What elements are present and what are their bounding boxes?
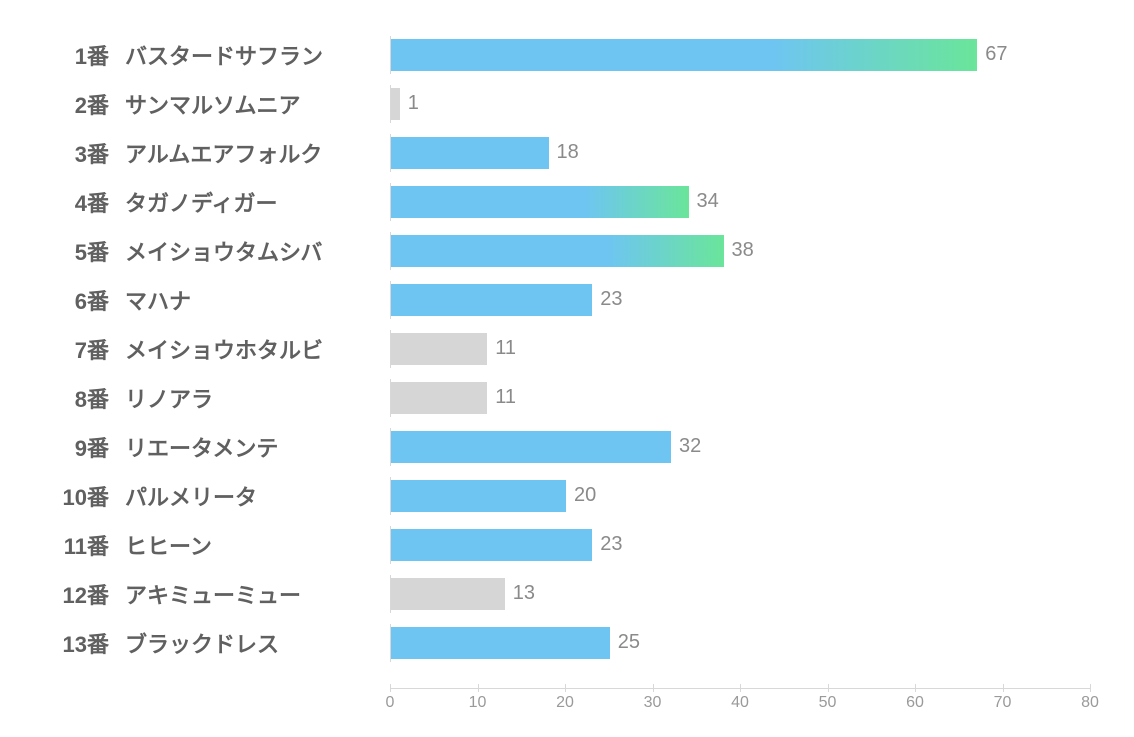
x-axis-tick (565, 684, 566, 692)
bar-track: 34 (390, 183, 1090, 221)
bar-fill (391, 186, 689, 218)
x-axis-tick-label: 60 (906, 694, 924, 712)
bar-fill (391, 235, 724, 267)
bar-row: 1番バスタードサフラン 67 (30, 30, 1104, 79)
row-number-label: 11番 (30, 529, 115, 561)
x-axis-tick (390, 684, 391, 692)
bar-value-label: 11 (495, 386, 516, 409)
bar-track: 23 (390, 526, 1090, 564)
x-axis-tick-label: 10 (469, 694, 487, 712)
x-axis-tick-label: 30 (644, 694, 662, 712)
bar-value-label: 13 (513, 582, 535, 605)
row-name-label: ヒヒーン (115, 529, 390, 561)
x-axis-tick-label: 20 (556, 694, 574, 712)
x-axis-tick (915, 684, 916, 692)
bar-fill (391, 137, 549, 169)
row-number-label: 8番 (30, 382, 115, 414)
bar-row: 4番タガノディガー 34 (30, 177, 1104, 226)
row-number-label: 13番 (30, 627, 115, 659)
x-axis-tick (1090, 684, 1091, 692)
bar-value-label: 34 (697, 190, 719, 213)
bar-row: 2番サンマルソムニア 1 (30, 79, 1104, 128)
row-name-label: アルムエアフォルク (115, 137, 390, 169)
bar-value-label: 1 (408, 92, 419, 115)
bar-fill (391, 284, 592, 316)
bar-value-label: 18 (557, 141, 579, 164)
x-axis-tick-label: 40 (731, 694, 749, 712)
bar-track: 25 (390, 624, 1090, 662)
bar-row: 6番マハナ 23 (30, 275, 1104, 324)
bar-row: 12番アキミューミュー 13 (30, 569, 1104, 618)
bar-fill (391, 627, 610, 659)
row-number-label: 7番 (30, 333, 115, 365)
bar-row: 7番メイショウホタルビ 11 (30, 324, 1104, 373)
bar-row: 10番パルメリータ 20 (30, 471, 1104, 520)
bar-track: 38 (390, 232, 1090, 270)
row-number-label: 6番 (30, 284, 115, 316)
bar-track: 11 (390, 379, 1090, 417)
bar-fill (391, 529, 592, 561)
bar-value-label: 23 (600, 533, 622, 556)
x-axis-tick (828, 684, 829, 692)
bar-value-label: 20 (574, 484, 596, 507)
row-number-label: 1番 (30, 39, 115, 71)
row-name-label: アキミューミュー (115, 578, 390, 610)
x-axis-tick-label: 80 (1081, 694, 1099, 712)
bar-rows-container: 1番バスタードサフラン672番サンマルソムニア13番アルムエアフォルク184番タ… (30, 30, 1104, 670)
row-number-label: 10番 (30, 480, 115, 512)
x-axis-tick (478, 684, 479, 692)
bar-fill (391, 578, 505, 610)
row-name-label: メイショウタムシバ (115, 235, 390, 267)
row-number-label: 3番 (30, 137, 115, 169)
bar-track: 11 (390, 330, 1090, 368)
row-name-label: バスタードサフラン (115, 39, 390, 71)
bar-track: 13 (390, 575, 1090, 613)
bar-row: 3番アルムエアフォルク 18 (30, 128, 1104, 177)
x-axis-tick-label: 70 (994, 694, 1012, 712)
bar-row: 5番メイショウタムシバ 38 (30, 226, 1104, 275)
bar-track: 18 (390, 134, 1090, 172)
row-name-label: メイショウホタルビ (115, 333, 390, 365)
bar-row: 8番リノアラ 11 (30, 373, 1104, 422)
row-number-label: 9番 (30, 431, 115, 463)
row-number-label: 2番 (30, 88, 115, 120)
bar-fill (391, 39, 977, 71)
x-axis-tick (653, 684, 654, 692)
bar-row: 13番ブラックドレス 25 (30, 618, 1104, 667)
bar-value-label: 11 (495, 337, 516, 360)
bar-value-label: 32 (679, 435, 701, 458)
bar-track: 32 (390, 428, 1090, 466)
bar-fill (391, 333, 487, 365)
bar-track: 67 (390, 36, 1090, 74)
row-number-label: 4番 (30, 186, 115, 218)
bar-track: 1 (390, 85, 1090, 123)
bar-value-label: 67 (985, 43, 1007, 66)
x-axis-tick-label: 0 (386, 694, 395, 712)
bar-value-label: 25 (618, 631, 640, 654)
row-name-label: ブラックドレス (115, 627, 390, 659)
row-name-label: マハナ (115, 284, 390, 316)
row-number-label: 12番 (30, 578, 115, 610)
x-axis-tick (740, 684, 741, 692)
bar-fill (391, 382, 487, 414)
x-axis-tick (1003, 684, 1004, 692)
row-name-label: リエータメンテ (115, 431, 390, 463)
bar-fill (391, 88, 400, 120)
bar-track: 23 (390, 281, 1090, 319)
x-axis-tick-label: 50 (819, 694, 837, 712)
row-name-label: サンマルソムニア (115, 88, 390, 120)
horizontal-bar-chart: 1番バスタードサフラン672番サンマルソムニア13番アルムエアフォルク184番タ… (30, 30, 1104, 707)
bar-fill (391, 431, 671, 463)
bar-track: 20 (390, 477, 1090, 515)
bar-fill (391, 480, 566, 512)
row-number-label: 5番 (30, 235, 115, 267)
bar-row: 11番ヒヒーン 23 (30, 520, 1104, 569)
row-name-label: パルメリータ (115, 480, 390, 512)
x-axis: 01020304050607080 (390, 688, 1090, 689)
row-name-label: リノアラ (115, 382, 390, 414)
bar-row: 9番リエータメンテ 32 (30, 422, 1104, 471)
bar-value-label: 23 (600, 288, 622, 311)
row-name-label: タガノディガー (115, 186, 390, 218)
bar-value-label: 38 (732, 239, 754, 262)
